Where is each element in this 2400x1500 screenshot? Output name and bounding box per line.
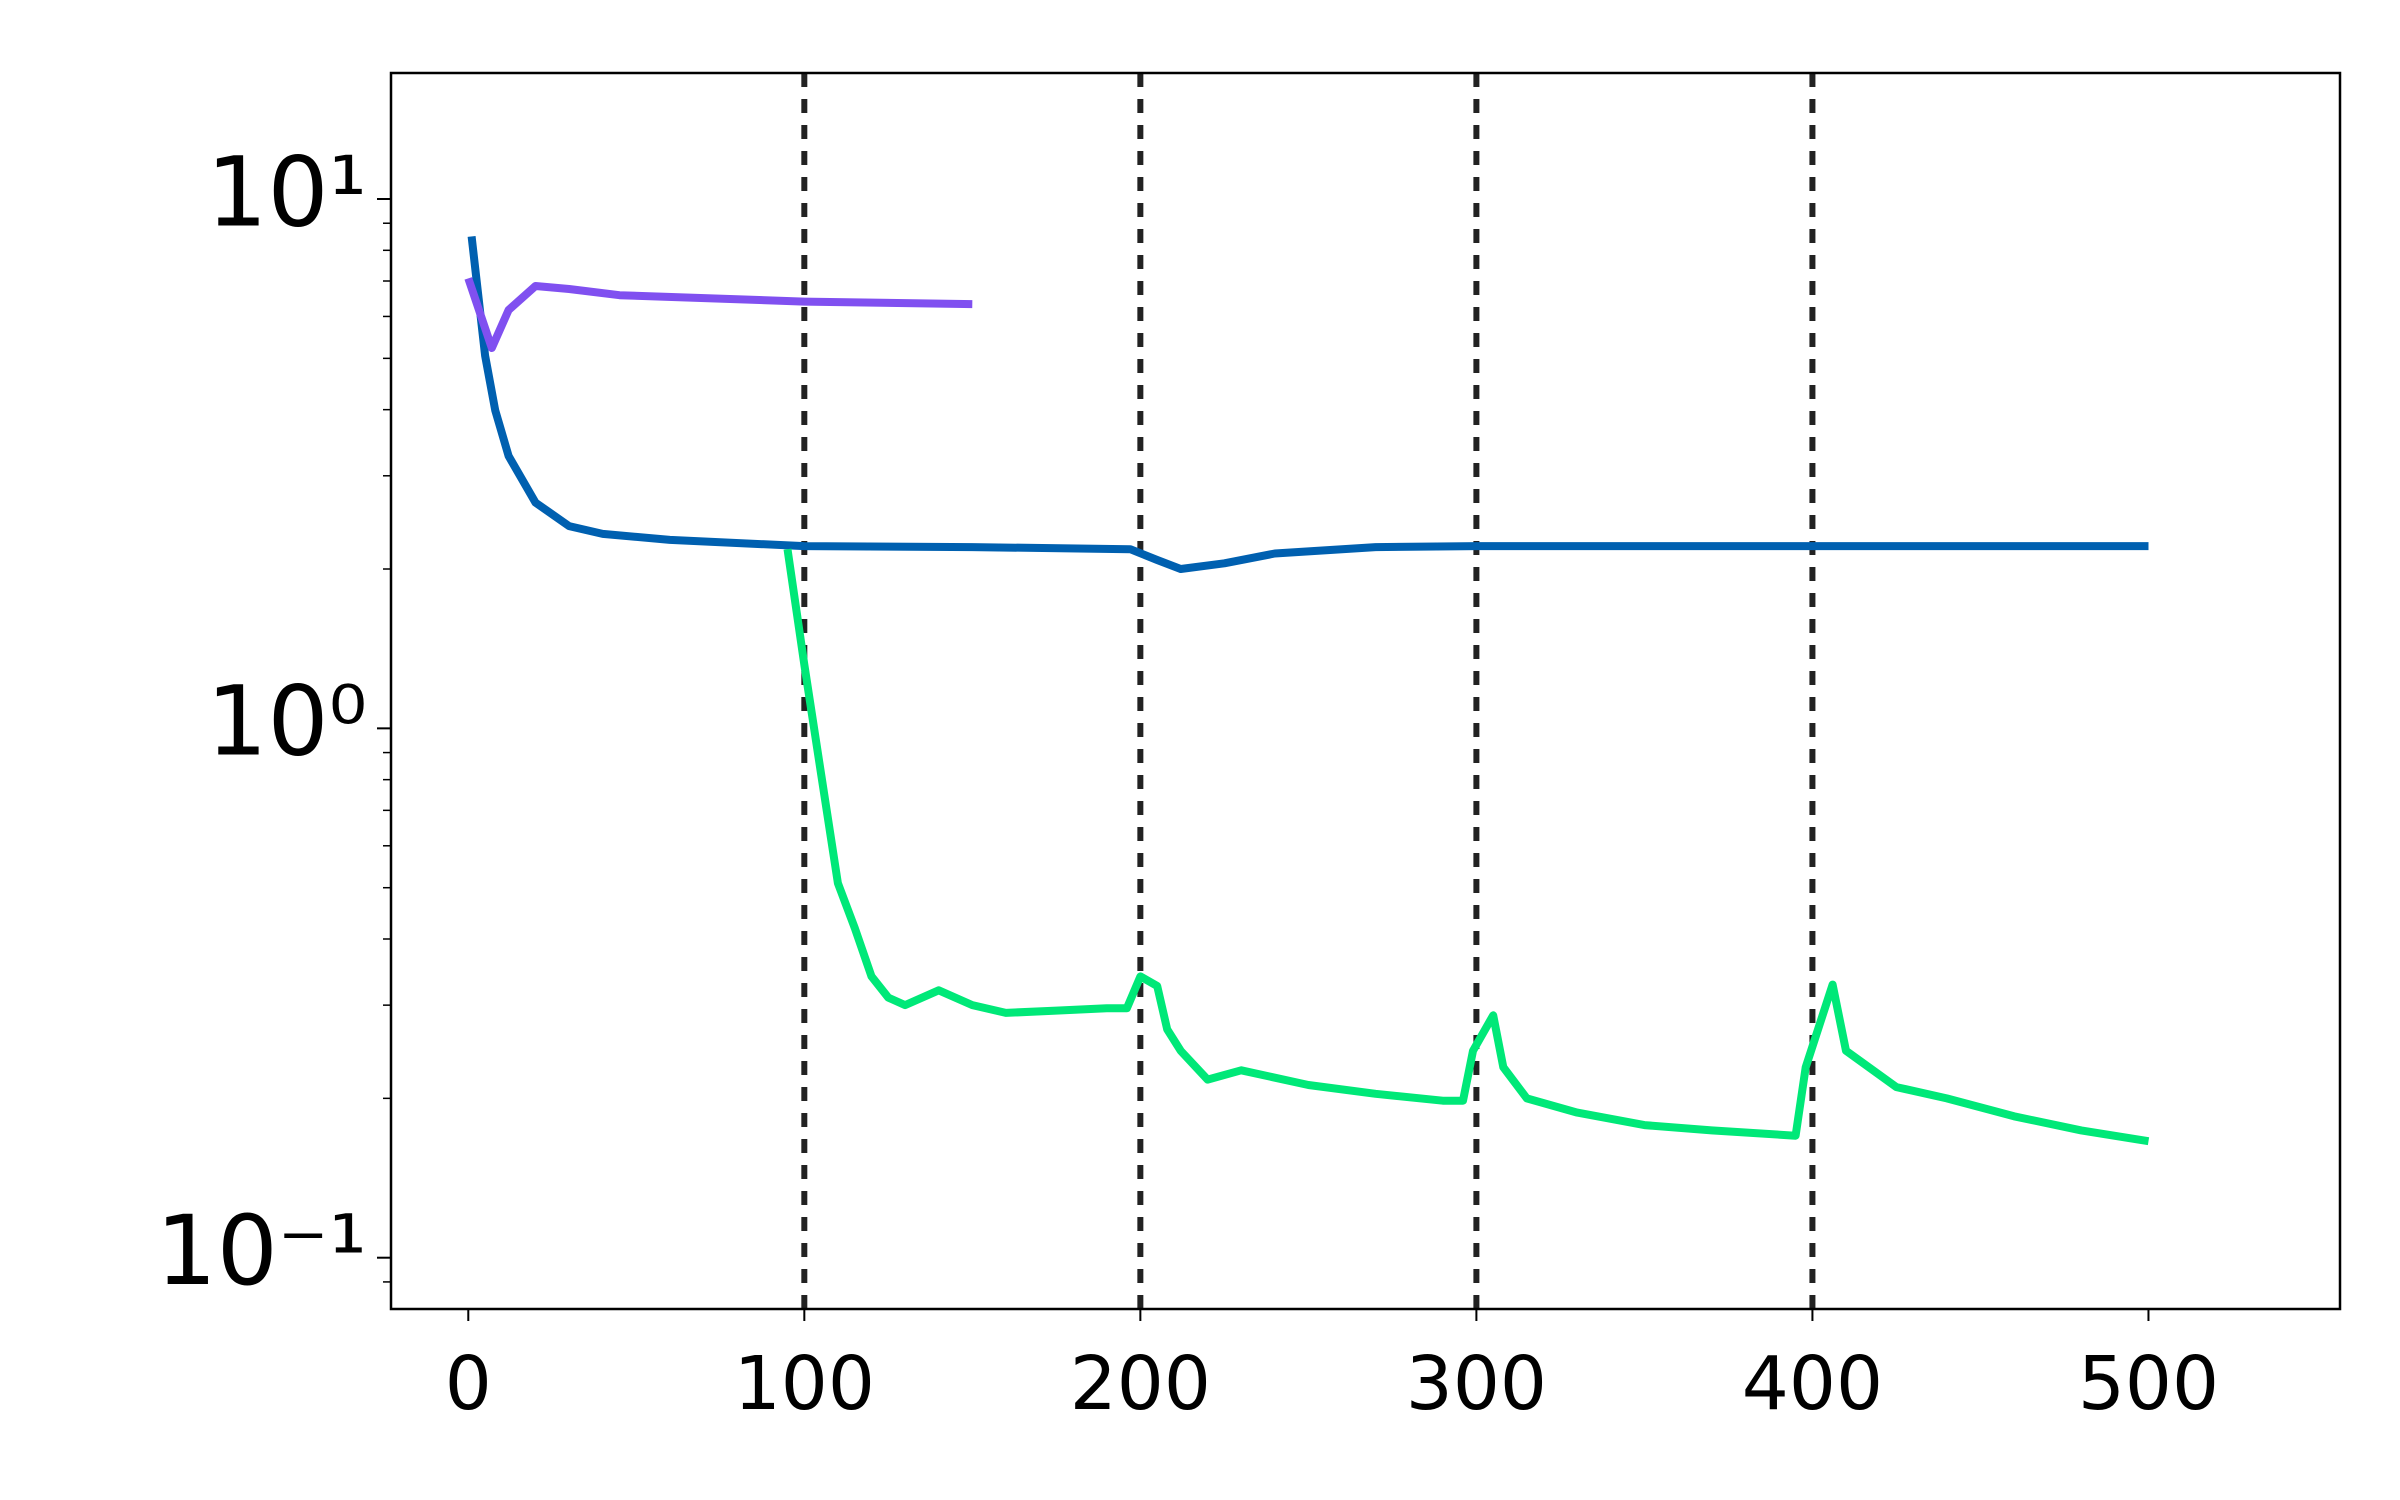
series-line bbox=[783, 548, 2150, 1146]
plot-frame bbox=[389, 71, 2342, 1311]
series-line bbox=[464, 277, 973, 352]
y-tick-label: 10⁻¹ bbox=[156, 1195, 367, 1307]
x-tick-label: 500 bbox=[2078, 1341, 2219, 1427]
x-tick-label: 300 bbox=[1406, 1341, 1547, 1427]
x-tick-label: 0 bbox=[445, 1341, 492, 1427]
x-tick-label: 400 bbox=[1742, 1341, 1883, 1427]
y-tick-label: 10¹ bbox=[206, 136, 367, 248]
x-tick-label: 100 bbox=[734, 1341, 875, 1427]
series-line bbox=[467, 235, 2149, 573]
y-tick-label: 10⁰ bbox=[206, 666, 367, 778]
x-tick-label: 200 bbox=[1070, 1341, 1211, 1427]
